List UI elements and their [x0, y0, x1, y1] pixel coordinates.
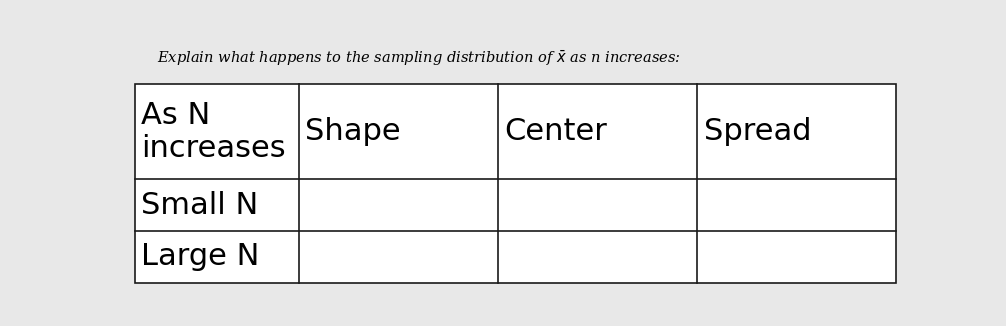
- Text: Shape: Shape: [305, 117, 400, 146]
- Bar: [135, 84, 896, 283]
- Text: Small N: Small N: [141, 191, 259, 220]
- Text: Spread: Spread: [703, 117, 811, 146]
- Text: As N
increases: As N increases: [141, 101, 286, 163]
- Bar: [135, 84, 896, 283]
- Text: Large N: Large N: [141, 242, 260, 271]
- Text: Explain what happens to the sampling distribution of $\bar{x}$ as n increases:: Explain what happens to the sampling dis…: [157, 49, 681, 68]
- Text: Center: Center: [504, 117, 608, 146]
